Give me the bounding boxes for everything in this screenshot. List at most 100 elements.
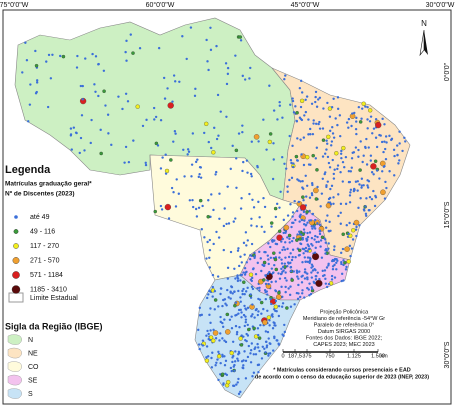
point [331,126,334,129]
point [249,293,252,296]
point [193,94,197,98]
point [243,304,246,308]
point [197,343,201,346]
point [384,157,388,161]
point [335,268,338,271]
point [183,175,186,178]
point [249,352,252,355]
point [308,196,312,199]
point [368,208,371,212]
point [257,363,261,366]
point [243,293,246,296]
point [124,92,128,95]
point [220,372,225,377]
point [207,332,210,336]
point [231,292,234,295]
point [210,366,214,369]
point [226,72,230,76]
point [226,185,229,188]
point [241,74,244,78]
point [25,58,29,62]
point [369,159,372,162]
point [269,245,272,249]
point [311,265,314,268]
point [313,251,317,254]
point [383,123,386,126]
point [292,270,295,273]
point [328,115,332,118]
point [242,160,245,164]
point [297,283,300,287]
point [347,117,351,121]
point [214,173,217,176]
scale-unit: km [380,353,388,359]
point [117,95,120,98]
point [355,234,358,238]
point [234,350,237,353]
point [253,316,256,319]
point [380,160,386,167]
point [273,324,276,327]
point [236,359,240,362]
point [211,351,214,354]
point [327,197,331,201]
point [298,237,302,241]
point [234,324,238,328]
point [311,212,314,216]
point [330,278,334,281]
point [243,324,247,328]
point [350,247,354,250]
point [300,281,304,284]
point [208,238,212,242]
point [212,330,219,336]
point [304,249,307,253]
point [292,162,295,165]
point [310,236,314,240]
point [296,297,300,301]
point [355,225,358,229]
point [83,149,86,152]
point [206,329,209,333]
point [280,258,283,261]
point [314,246,317,250]
point [313,267,316,271]
point [314,227,317,230]
point [35,81,39,84]
point [273,206,278,211]
point [308,247,311,251]
point [305,184,309,187]
point [326,180,329,183]
point [337,214,340,218]
point [244,231,248,234]
point [194,87,197,91]
point [231,360,234,364]
point [280,240,283,243]
point [241,124,244,127]
point [245,332,248,336]
point [337,193,340,196]
point [276,294,282,300]
point [351,238,355,241]
point [328,129,332,133]
point [236,279,240,283]
point [244,359,248,363]
point [302,228,306,231]
point [211,295,214,298]
point [306,235,310,239]
north-label: N [421,19,427,28]
point [263,230,266,234]
point [374,118,378,121]
point [278,104,282,107]
point [303,296,306,299]
point [361,107,364,110]
point [360,186,363,189]
point [213,126,216,130]
point [238,336,243,341]
point [218,339,221,342]
point [360,177,364,180]
point [229,297,232,300]
point [246,323,249,327]
point [282,231,285,235]
point [260,357,264,360]
point [153,118,156,121]
